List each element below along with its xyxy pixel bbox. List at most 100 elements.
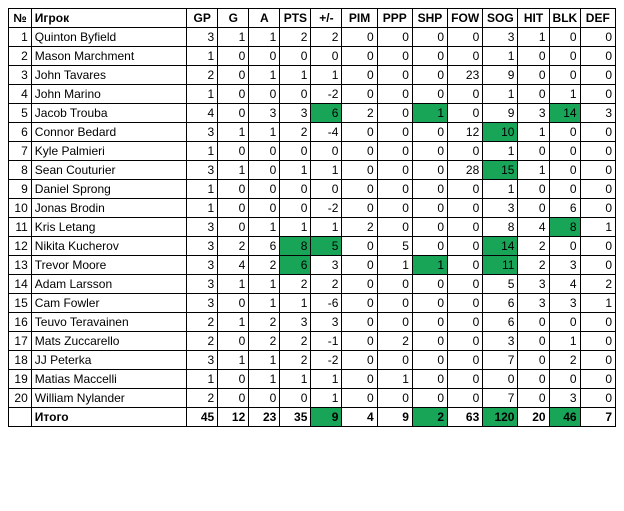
- cell-player: William Nylander: [31, 389, 186, 408]
- table-row: 11Kris Letang3011120008481: [9, 218, 616, 237]
- table-header: №ИгрокGPGAPTS+/-PIMPPPSHPFOWSOGHITBLKDEF: [9, 9, 616, 28]
- cell-sog: 14: [483, 237, 518, 256]
- cell-ppp: 5: [377, 237, 412, 256]
- cell-pim: 0: [342, 351, 377, 370]
- cell-hit: 3: [518, 275, 549, 294]
- cell-a: 0: [249, 47, 280, 66]
- cell-pts: 0: [280, 389, 311, 408]
- cell-pts: 1: [280, 218, 311, 237]
- cell-def: 0: [580, 389, 615, 408]
- cell-blk: 0: [549, 47, 580, 66]
- cell-num: 13: [9, 256, 32, 275]
- cell-num: 11: [9, 218, 32, 237]
- cell-pm: -2: [311, 85, 342, 104]
- table-row: 4John Marino1000-200001010: [9, 85, 616, 104]
- cell-g: 0: [218, 370, 249, 389]
- cell-g: 1: [218, 313, 249, 332]
- footer-gp: 45: [187, 408, 218, 427]
- cell-a: 0: [249, 180, 280, 199]
- cell-fow: 28: [448, 161, 483, 180]
- cell-g: 0: [218, 180, 249, 199]
- col-pts: PTS: [280, 9, 311, 28]
- cell-player: Trevor Moore: [31, 256, 186, 275]
- cell-gp: 3: [187, 294, 218, 313]
- cell-g: 0: [218, 104, 249, 123]
- cell-shp: 0: [412, 66, 447, 85]
- cell-pim: 0: [342, 142, 377, 161]
- cell-pim: 0: [342, 389, 377, 408]
- cell-a: 2: [249, 313, 280, 332]
- cell-ppp: 1: [377, 370, 412, 389]
- cell-num: 3: [9, 66, 32, 85]
- cell-shp: 0: [412, 237, 447, 256]
- cell-fow: 0: [448, 332, 483, 351]
- cell-g: 0: [218, 66, 249, 85]
- cell-shp: 0: [412, 85, 447, 104]
- cell-sog: 1: [483, 142, 518, 161]
- cell-sog: 7: [483, 351, 518, 370]
- cell-fow: 0: [448, 351, 483, 370]
- table-row: 14Adam Larsson3112200005342: [9, 275, 616, 294]
- cell-pm: 0: [311, 142, 342, 161]
- cell-blk: 6: [549, 199, 580, 218]
- cell-ppp: 0: [377, 66, 412, 85]
- cell-pts: 0: [280, 180, 311, 199]
- cell-def: 1: [580, 294, 615, 313]
- cell-fow: 0: [448, 294, 483, 313]
- cell-pm: 1: [311, 370, 342, 389]
- cell-num: 8: [9, 161, 32, 180]
- footer-pts: 35: [280, 408, 311, 427]
- cell-ppp: 0: [377, 123, 412, 142]
- cell-g: 4: [218, 256, 249, 275]
- cell-sog: 0: [483, 370, 518, 389]
- cell-ppp: 0: [377, 351, 412, 370]
- cell-pim: 0: [342, 123, 377, 142]
- cell-pm: 3: [311, 313, 342, 332]
- cell-def: 0: [580, 256, 615, 275]
- cell-a: 2: [249, 332, 280, 351]
- cell-blk: 2: [549, 351, 580, 370]
- cell-player: John Marino: [31, 85, 186, 104]
- cell-gp: 3: [187, 28, 218, 47]
- col-ppp: PPP: [377, 9, 412, 28]
- table-footer: Итого4512233594926312020467: [9, 408, 616, 427]
- cell-a: 1: [249, 66, 280, 85]
- cell-sog: 3: [483, 199, 518, 218]
- cell-g: 1: [218, 28, 249, 47]
- cell-pm: -2: [311, 351, 342, 370]
- cell-pim: 0: [342, 85, 377, 104]
- cell-fow: 0: [448, 85, 483, 104]
- cell-pm: 1: [311, 161, 342, 180]
- cell-gp: 3: [187, 237, 218, 256]
- cell-player: Teuvo Teravainen: [31, 313, 186, 332]
- cell-pts: 2: [280, 275, 311, 294]
- col-num: №: [9, 9, 32, 28]
- table-row: 17Mats Zuccarello2022-102003010: [9, 332, 616, 351]
- cell-hit: 1: [518, 123, 549, 142]
- cell-pts: 2: [280, 351, 311, 370]
- cell-hit: 0: [518, 85, 549, 104]
- cell-blk: 0: [549, 66, 580, 85]
- cell-player: Nikita Kucherov: [31, 237, 186, 256]
- cell-blk: 0: [549, 313, 580, 332]
- cell-gp: 1: [187, 370, 218, 389]
- cell-fow: 0: [448, 199, 483, 218]
- cell-player: Sean Couturier: [31, 161, 186, 180]
- cell-shp: 0: [412, 218, 447, 237]
- cell-fow: 0: [448, 275, 483, 294]
- cell-pim: 0: [342, 275, 377, 294]
- cell-def: 0: [580, 142, 615, 161]
- cell-a: 1: [249, 294, 280, 313]
- cell-shp: 0: [412, 332, 447, 351]
- cell-fow: 0: [448, 104, 483, 123]
- footer-blk: 46: [549, 408, 580, 427]
- cell-a: 1: [249, 275, 280, 294]
- cell-a: 0: [249, 161, 280, 180]
- cell-hit: 3: [518, 104, 549, 123]
- cell-sog: 6: [483, 294, 518, 313]
- cell-a: 1: [249, 351, 280, 370]
- cell-fow: 0: [448, 218, 483, 237]
- cell-num: 4: [9, 85, 32, 104]
- cell-shp: 0: [412, 313, 447, 332]
- cell-g: 0: [218, 85, 249, 104]
